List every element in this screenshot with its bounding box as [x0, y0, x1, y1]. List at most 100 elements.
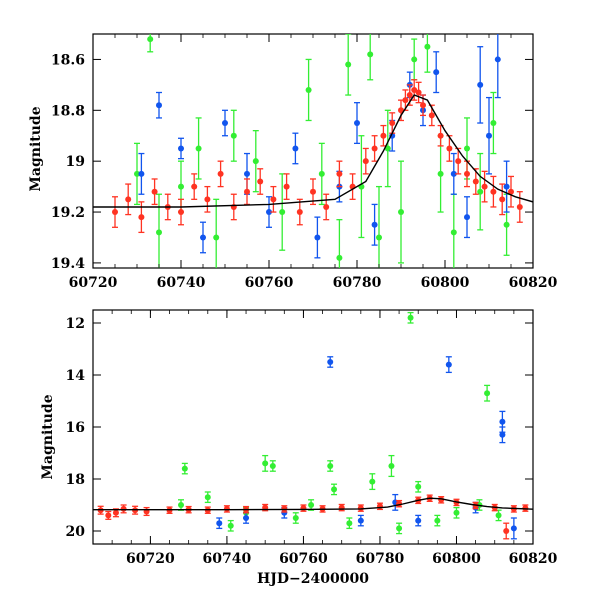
- data-point-2-17: [336, 160, 343, 188]
- y-tick-label-4: 20: [66, 524, 86, 540]
- data-point-2-19: [362, 147, 369, 175]
- data-point-0-2: [204, 491, 211, 504]
- data-point-2-26: [411, 79, 418, 101]
- data-point-2-9: [223, 505, 230, 513]
- data-point-2-5: [178, 198, 184, 226]
- x-tick-label-3: 60780: [356, 551, 405, 567]
- data-point-1-11: [371, 203, 378, 246]
- y-tick-label-0: 12: [66, 316, 85, 332]
- y-tick-label-4: 19.4: [51, 256, 85, 272]
- data-point-1-4: [357, 514, 364, 527]
- data-point-2-3: [151, 178, 158, 206]
- x-tick-label-2: 60760: [279, 551, 328, 567]
- data-point-0-5: [213, 198, 220, 268]
- data-point-0-19: [424, 34, 431, 73]
- data-point-2-3: [120, 504, 127, 514]
- x-tick-label-2: 60760: [245, 275, 294, 291]
- data-point-0-12: [369, 473, 376, 491]
- y-tick-label-2: 19: [66, 154, 85, 170]
- data-point-1-6: [415, 514, 422, 527]
- y-axis-title-lower: Magnitude: [40, 394, 56, 479]
- model-curve: [93, 94, 533, 208]
- y-tick-label-0: 18.6: [51, 52, 85, 68]
- data-point-2-34: [472, 168, 479, 195]
- data-point-1-20: [494, 34, 501, 99]
- data-point-0-0: [134, 142, 140, 206]
- data-point-2-27: [415, 81, 422, 104]
- data-point-1-16: [450, 152, 457, 195]
- x-tick-label-4: 60800: [421, 275, 470, 291]
- data-point-2-24: [402, 89, 409, 111]
- data-point-2-8: [204, 506, 211, 514]
- data-point-2-7: [204, 185, 211, 213]
- data-point-2-21: [380, 124, 387, 147]
- data-point-0-21: [495, 509, 502, 522]
- data-point-1-3: [327, 356, 334, 368]
- data-point-2-30: [437, 124, 444, 147]
- data-point-1-17: [464, 196, 470, 239]
- data-point-2-15: [310, 178, 316, 206]
- data-point-0-15: [376, 185, 382, 268]
- data-point-0-3: [227, 519, 234, 532]
- data-point-0-1: [147, 34, 154, 53]
- data-point-0-21: [450, 193, 457, 268]
- data-point-2-13: [283, 173, 290, 200]
- data-point-0-9: [327, 460, 334, 472]
- data-point-0-2: [156, 193, 162, 268]
- x-axis-title: HJD−2400000: [257, 571, 369, 587]
- data-point-0-7: [252, 130, 259, 193]
- data-point-0-24: [490, 91, 497, 155]
- data-point-1-3: [200, 221, 206, 254]
- data-point-2-9: [230, 193, 237, 221]
- data-point-1-7: [445, 356, 452, 374]
- model-curve: [93, 497, 533, 511]
- data-point-0-10: [331, 483, 338, 496]
- data-point-0-20: [484, 384, 491, 402]
- data-point-0-18: [411, 38, 418, 81]
- data-point-2-25: [503, 522, 510, 540]
- data-point-1-18: [477, 46, 484, 124]
- data-point-1-21: [503, 160, 510, 213]
- upper-light-curve-panel: 60720 60740 60760 60780 60800 60820 18.6 18.8 19…: [51, 33, 558, 291]
- y-tick-label-1: 14: [66, 368, 86, 384]
- data-point-2-10: [244, 178, 250, 206]
- data-point-2-39: [516, 191, 523, 223]
- lower-light-curve-panel: 60720 60740 60760 60780 60800 60820 12 14 16 18 20: [66, 309, 558, 567]
- data-point-0-0: [181, 462, 188, 475]
- data-point-1-8: [314, 216, 321, 259]
- data-point-0-12: [345, 34, 352, 96]
- data-point-0-16: [415, 480, 422, 493]
- data-point-0-18: [453, 506, 460, 519]
- data-point-0-20: [437, 135, 444, 213]
- x-tick-label-0: 60720: [126, 551, 175, 567]
- data-point-2-1: [105, 510, 112, 520]
- data-point-0-1: [178, 499, 184, 511]
- data-point-2-36: [490, 175, 497, 208]
- data-point-0-8: [308, 499, 315, 511]
- x-tick-label-3: 60780: [333, 275, 382, 291]
- x-tick-label-0: 60720: [69, 275, 118, 291]
- data-point-0-23: [477, 152, 484, 231]
- data-point-1-15: [433, 51, 440, 94]
- x-tick-label-5: 60820: [509, 275, 558, 291]
- data-point-0-10: [318, 142, 325, 206]
- data-point-2-1: [125, 183, 132, 216]
- data-point-0-13: [388, 454, 395, 478]
- data-point-2-16: [323, 193, 330, 221]
- data-point-0-11: [346, 517, 353, 530]
- data-point-2-38: [508, 175, 514, 208]
- data-point-0-16: [384, 109, 391, 188]
- x-tick-label-5: 60820: [509, 551, 558, 567]
- data-point-1-11: [510, 517, 517, 540]
- data-point-0-17: [434, 514, 441, 527]
- data-point-1-6: [266, 196, 272, 228]
- data-point-1-4: [222, 109, 228, 137]
- y-tick-label-1: 18.8: [51, 103, 85, 119]
- data-point-2-20: [371, 135, 378, 162]
- data-point-2-22: [389, 112, 396, 134]
- data-point-0-6: [230, 109, 237, 162]
- x-tick-label-1: 60740: [157, 275, 206, 291]
- data-point-0-17: [398, 160, 404, 264]
- y-tick-label-3: 18: [66, 472, 85, 488]
